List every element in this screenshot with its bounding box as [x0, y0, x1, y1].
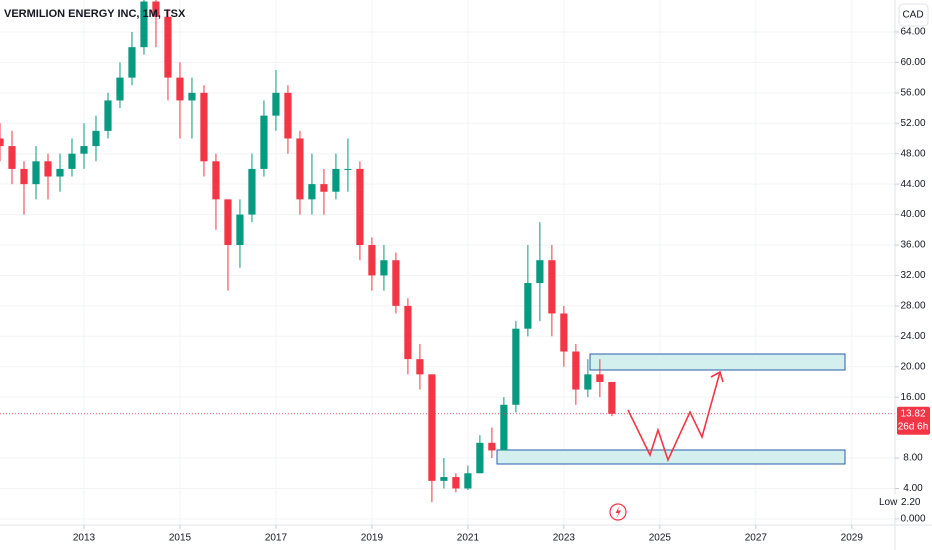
x-tick-label: 2027 [745, 533, 768, 544]
candle-body [200, 92, 208, 162]
y-tick-label: 56.00 [900, 87, 925, 98]
support-zone [496, 449, 846, 465]
resistance-zone [589, 353, 846, 371]
candle-body [368, 245, 376, 276]
candle-body [344, 168, 352, 170]
currency-button[interactable] [898, 3, 929, 27]
y-tick-label: 24.00 [900, 331, 925, 342]
x-tick-label: 2029 [841, 533, 864, 544]
candle-body [164, 16, 172, 78]
y-tick-label: 48.00 [900, 148, 925, 159]
candle-body [476, 442, 484, 474]
candle-body [464, 473, 472, 489]
candle-body [284, 92, 292, 139]
candle-body [452, 477, 460, 489]
candle-body [140, 1, 148, 48]
candle-body [32, 161, 40, 185]
grid [0, 0, 895, 525]
candle-body [272, 92, 280, 116]
x-tick-label: 2015 [169, 533, 192, 544]
event-icon[interactable] [609, 503, 627, 521]
y-tick-label: 52.00 [900, 118, 925, 129]
candle-body [548, 260, 556, 314]
candle-body [248, 168, 256, 215]
countdown-label: 26d 6h [898, 421, 929, 432]
y-tick-label: 20.00 [900, 361, 925, 372]
candle-body [212, 161, 220, 200]
candle-body [176, 77, 184, 101]
candle-body [560, 313, 568, 352]
candle-body [56, 168, 64, 177]
y-tick-label: 16.00 [900, 392, 925, 403]
candle-body [320, 184, 328, 192]
candle-body [296, 138, 304, 200]
candle-body [596, 374, 604, 382]
low-marker-value: 2.20 [901, 497, 921, 508]
x-tick-label: 2025 [649, 533, 672, 544]
candle-body [380, 260, 388, 276]
candle-body [440, 477, 448, 481]
y-tick-label: 0.000 [900, 514, 925, 525]
y-tick-label: 44.00 [900, 179, 925, 190]
low-marker-label: Low [879, 497, 898, 508]
candle-body [8, 146, 16, 169]
candle-body [488, 442, 496, 451]
y-tick-label: 36.00 [900, 240, 925, 251]
low-marker-box [874, 494, 928, 511]
y-tick-label: 40.00 [900, 209, 925, 220]
y-tick-label: 4.00 [903, 483, 923, 494]
candle-body [236, 214, 244, 245]
plot-area [0, 0, 895, 503]
y-tick-label: 28.00 [900, 301, 925, 312]
arrow-head [710, 370, 724, 383]
candle-body [224, 199, 232, 245]
candle-body [128, 47, 136, 78]
x-tick-label: 2023 [553, 533, 576, 544]
candle-body [428, 374, 436, 481]
x-tick-label: 2021 [457, 533, 480, 544]
candle-body [608, 381, 616, 414]
candle-body [260, 115, 268, 169]
y-tick-label: 32.00 [900, 270, 925, 281]
candle-body [404, 305, 412, 360]
event-bolt[interactable] [615, 506, 622, 518]
candle-body [500, 404, 508, 451]
candle-body [308, 184, 316, 200]
candle-body [0, 138, 4, 147]
candle-body [524, 283, 532, 329]
candle-body [116, 77, 124, 101]
candle-body [392, 260, 400, 306]
x-tick-label: 2013 [73, 533, 96, 544]
y-tick-label: 64.00 [900, 27, 925, 38]
candle-body [512, 328, 520, 405]
last-price-box [897, 406, 930, 435]
candle-body [20, 168, 28, 185]
currency-label[interactable]: CAD [902, 10, 923, 21]
x-tick-label: 2017 [265, 533, 288, 544]
candle-body [536, 260, 544, 284]
candle-body [92, 130, 100, 147]
y-tick-label: 60.00 [900, 57, 925, 68]
candle-body [80, 146, 88, 154]
last-price-label: 13.82 [900, 408, 925, 419]
projection-arrow [627, 371, 721, 463]
y-tick-label: 8.00 [903, 453, 923, 464]
candle-body [416, 359, 424, 375]
candle-body [584, 374, 592, 390]
chart-title: VERMILION ENERGY INC, 1M, TSX [4, 8, 186, 20]
candle-body [68, 153, 76, 169]
candle-body [44, 161, 52, 177]
candle-body [152, 1, 160, 17]
candle-body [188, 92, 196, 101]
x-tick-label: 2019 [361, 533, 384, 544]
candle-body [356, 168, 364, 245]
candle-body [104, 100, 112, 131]
candle-body [572, 351, 580, 390]
candle-body [332, 168, 340, 192]
